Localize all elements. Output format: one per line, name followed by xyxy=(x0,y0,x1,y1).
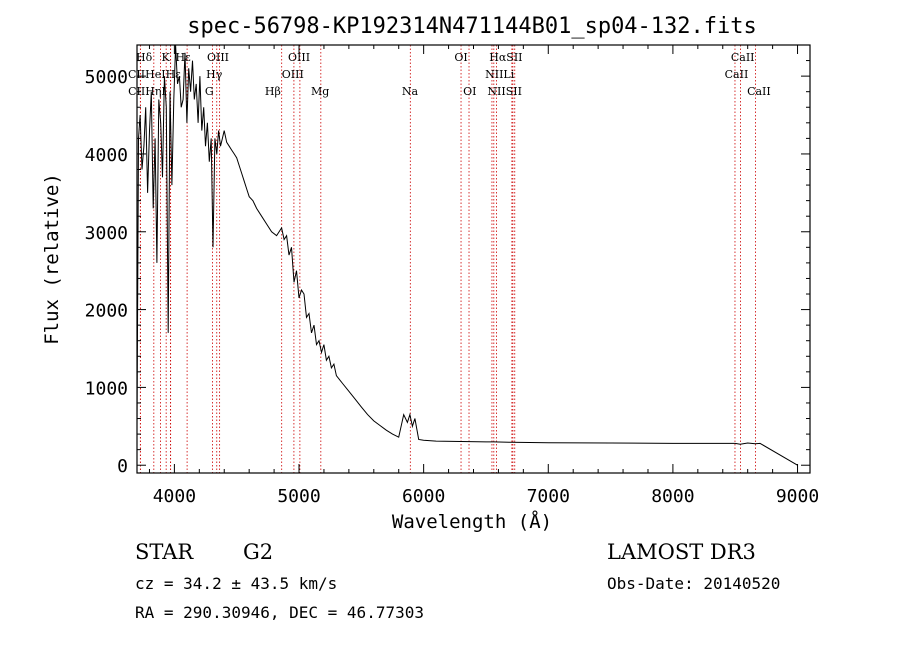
marker-label-1-2: OIII xyxy=(282,68,304,81)
marker-label-2-7: CaII xyxy=(747,85,771,98)
y-axis-ticks: 0 1000 2000 3000 4000 5000 xyxy=(85,60,810,477)
spectrum-line xyxy=(136,44,798,466)
marker-label-2-2: Hβ xyxy=(265,85,281,98)
obs-date: Obs-Date: 20140520 xyxy=(607,574,781,593)
x-axis-ticks: 4000 5000 6000 7000 8000 9000 xyxy=(148,45,819,507)
emission-line-labels: Hδ K Hε OIII OIII OI HαSII CaII CIIHeIHε Hγ OIII NI… xyxy=(128,51,771,98)
y-tick-label-3000: 3000 xyxy=(85,223,128,244)
marker-label-1-1: Hγ xyxy=(206,68,223,81)
marker-label-2-6: NIISII xyxy=(487,85,522,98)
marker-label-2-4: Na xyxy=(402,85,419,98)
marker-label-0-4: OIII xyxy=(288,51,310,64)
marker-label-1-3: NIILi xyxy=(485,68,515,81)
y-tick-label-4000: 4000 xyxy=(85,145,128,166)
redshift-value: cz = 34.2 ± 43.5 km/s xyxy=(135,574,338,593)
marker-label-0-2: Hε xyxy=(175,51,191,64)
survey-name: LAMOST DR3 xyxy=(607,540,756,564)
y-tick-label-1000: 1000 xyxy=(85,378,128,399)
x-tick-label-4000: 4000 xyxy=(153,486,196,507)
marker-label-2-0: CIIHηI xyxy=(128,85,166,98)
marker-label-1-4: CaII xyxy=(725,68,749,81)
x-tick-label-6000: 6000 xyxy=(402,486,445,507)
x-tick-label-8000: 8000 xyxy=(651,486,694,507)
x-axis-label: Wavelength (Å) xyxy=(392,510,552,533)
y-tick-label-0: 0 xyxy=(117,456,128,477)
marker-label-0-7: CaII xyxy=(731,51,755,64)
marker-label-2-1: G xyxy=(205,85,214,98)
coordinates: RA = 290.30946, DEC = 46.77303 xyxy=(135,603,424,622)
chart-title: spec-56798-KP192314N471144B01_sp04-132.f… xyxy=(187,14,757,39)
object-subclass: G2 xyxy=(243,540,274,564)
x-tick-label-9000: 9000 xyxy=(776,486,819,507)
x-tick-label-7000: 7000 xyxy=(527,486,570,507)
plot-frame xyxy=(136,44,811,474)
marker-label-0-6: HαSII xyxy=(489,51,522,64)
marker-label-2-5: OI xyxy=(463,85,476,98)
marker-label-0-1: K xyxy=(162,51,171,64)
emission-line-markers xyxy=(139,45,756,473)
marker-label-0-0: Hδ xyxy=(136,51,153,64)
x-tick-label-5000: 5000 xyxy=(277,486,320,507)
marker-label-2-3: Mg xyxy=(311,85,329,98)
marker-label-0-3: OIII xyxy=(207,51,229,64)
y-tick-label-5000: 5000 xyxy=(85,67,128,88)
marker-label-0-5: OI xyxy=(454,51,467,64)
marker-label-1-0: CIIHeIHε xyxy=(128,68,181,81)
object-class: STAR xyxy=(135,540,194,564)
y-axis-label: Flux (relative) xyxy=(41,173,63,345)
y-tick-label-2000: 2000 xyxy=(85,301,128,322)
